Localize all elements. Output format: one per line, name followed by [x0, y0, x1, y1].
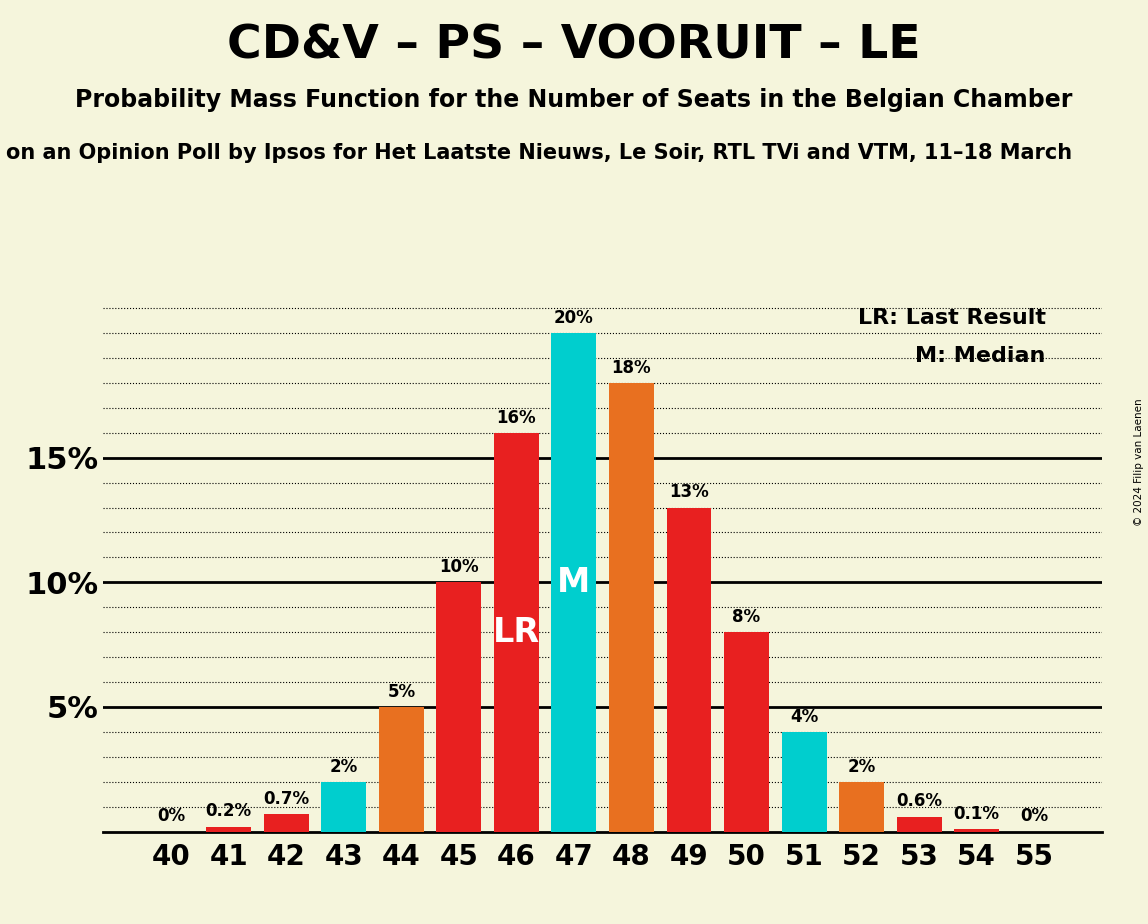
Text: LR: LR — [492, 615, 540, 649]
Text: 0%: 0% — [157, 808, 185, 825]
Text: 0.2%: 0.2% — [205, 802, 251, 821]
Bar — [954, 829, 999, 832]
Text: 4%: 4% — [790, 708, 819, 725]
Text: 10%: 10% — [439, 558, 479, 576]
Text: CD&V – PS – VOORUIT – LE: CD&V – PS – VOORUIT – LE — [227, 23, 921, 68]
Text: © 2024 Filip van Laenen: © 2024 Filip van Laenen — [1134, 398, 1143, 526]
Bar — [610, 383, 654, 832]
Bar — [897, 817, 941, 832]
Text: 2%: 2% — [847, 758, 876, 775]
Bar — [264, 814, 309, 832]
Text: 13%: 13% — [669, 483, 708, 502]
Bar — [724, 632, 769, 832]
Text: Probability Mass Function for the Number of Seats in the Belgian Chamber: Probability Mass Function for the Number… — [76, 88, 1072, 112]
Text: M: M — [557, 565, 590, 599]
Text: 0.7%: 0.7% — [263, 790, 309, 808]
Text: 0.6%: 0.6% — [897, 793, 943, 810]
Text: 0%: 0% — [1021, 808, 1048, 825]
Bar — [436, 582, 481, 832]
Bar — [782, 732, 827, 832]
Text: 0.1%: 0.1% — [954, 805, 1000, 823]
Bar — [321, 782, 366, 832]
Text: on an Opinion Poll by Ipsos for Het Laatste Nieuws, Le Soir, RTL TVi and VTM, 11: on an Opinion Poll by Ipsos for Het Laat… — [6, 143, 1072, 164]
Bar — [494, 432, 538, 832]
Text: 8%: 8% — [732, 608, 761, 626]
Text: 16%: 16% — [497, 408, 536, 427]
Text: 20%: 20% — [554, 309, 594, 327]
Bar — [839, 782, 884, 832]
Text: 2%: 2% — [329, 758, 358, 775]
Bar — [379, 707, 424, 832]
Text: M: Median: M: Median — [915, 346, 1046, 366]
Text: 5%: 5% — [387, 683, 416, 700]
Bar — [207, 827, 251, 832]
Text: 18%: 18% — [612, 359, 651, 377]
Bar — [551, 333, 596, 832]
Bar — [667, 507, 712, 832]
Text: LR: Last Result: LR: Last Result — [858, 308, 1046, 328]
